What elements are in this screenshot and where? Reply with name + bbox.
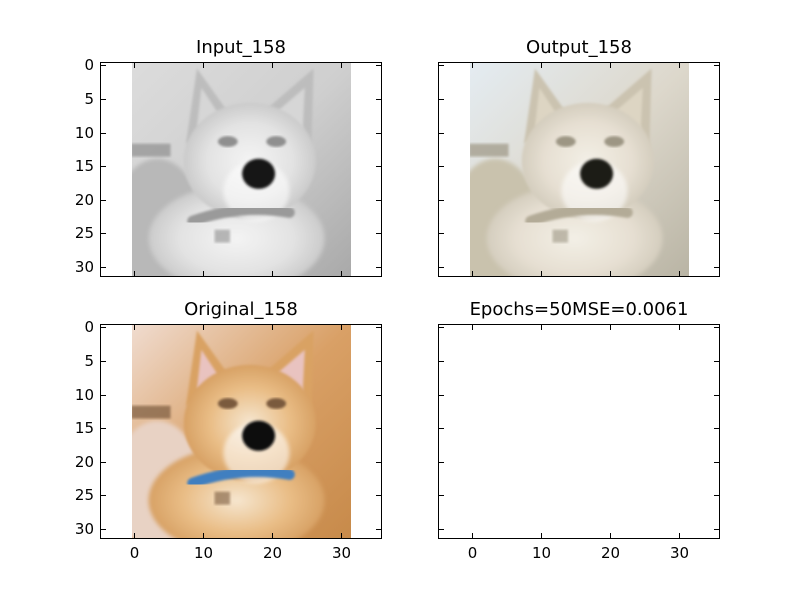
y-tick-label: 30 [74,519,94,538]
dog-right-eye [266,398,287,409]
dog-nose [242,158,276,189]
y-tick-label: 5 [84,89,94,108]
x-tick-label: 20 [600,544,621,562]
subplot-2 [438,62,720,277]
image-content-1 [132,62,351,277]
dog-collar [525,204,633,227]
subplot-title: Output_158 [526,37,632,58]
y-tick-label: 30 [74,257,94,276]
axes-frame [100,62,382,277]
x-tick-label: 30 [669,544,690,562]
dog-left-eye [217,398,238,409]
subplot-4 [438,324,720,539]
y-tick-label: 20 [74,452,94,471]
y-tick-label: 20 [74,190,94,209]
y-tick-label: 25 [74,485,94,504]
x-tick-label: 30 [331,544,352,562]
subplot-1 [100,62,382,277]
axes-frame [438,324,720,539]
x-tick-label: 10 [531,544,552,562]
dog-tag [552,229,568,243]
y-tick-label: 10 [74,385,94,404]
x-tick-label: 10 [193,544,214,562]
x-tick-label: 20 [262,544,283,562]
y-tick-label: 5 [84,351,94,370]
y-tick-label: 0 [84,55,94,74]
x-tick-label: 0 [467,544,478,562]
subplot-title: Input_158 [196,37,286,58]
y-tick-label: 0 [84,317,94,336]
y-tick-label: 25 [74,223,94,242]
couch-edge [132,405,171,419]
subplot-title: Original_158 [184,299,298,320]
y-tick-label: 10 [74,123,94,142]
dog-collar [187,466,295,489]
dog-right-eye [604,136,625,147]
y-tick-label: 15 [74,156,94,175]
dog-left-eye [217,136,238,147]
couch-edge [132,143,171,157]
image-content-3 [132,324,351,539]
dog-nose [580,158,614,189]
dog-left-eye [555,136,576,147]
dog-tag [214,229,230,243]
image-content-2 [470,62,689,277]
axes-frame [438,62,720,277]
x-tick-label: 0 [129,544,140,562]
dog-tag [214,491,230,505]
dog-right-eye [266,136,287,147]
subplot-title: Epochs=50MSE=0.0061 [469,299,689,320]
dog-nose [242,420,276,451]
axes-frame [100,324,382,539]
couch-edge [470,143,509,157]
y-tick-label: 15 [74,418,94,437]
subplot-3 [100,324,382,539]
dog-collar [187,204,295,227]
